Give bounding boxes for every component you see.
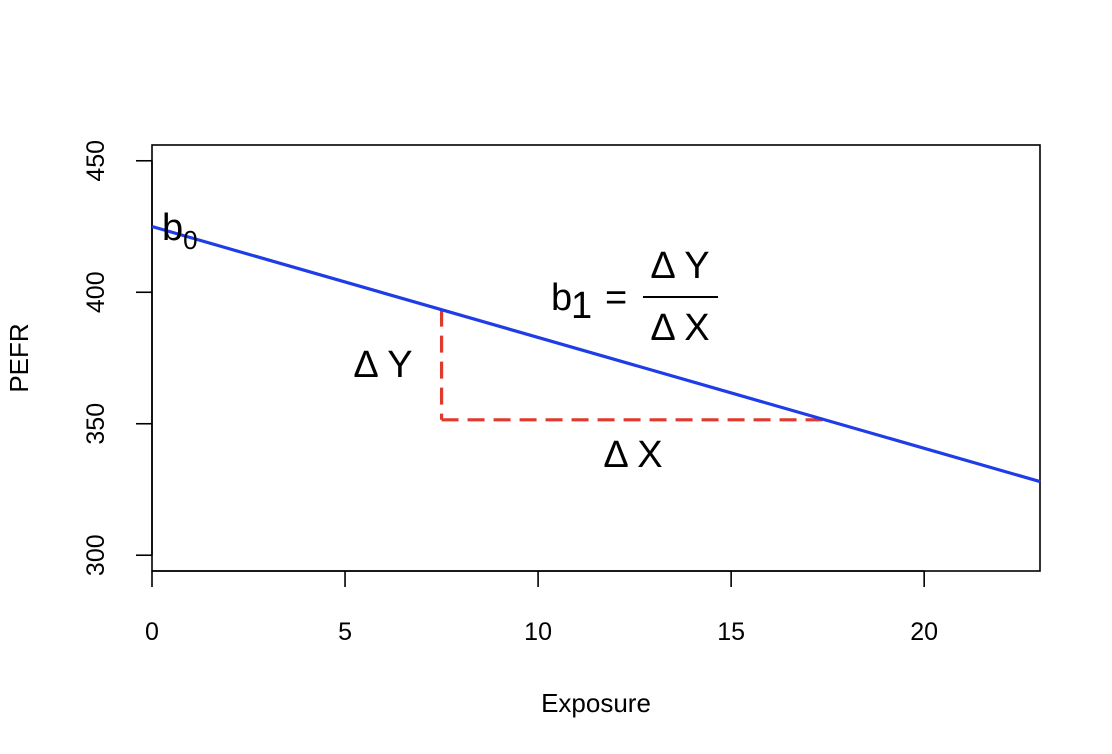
x-tick-label: 0 [145,618,159,646]
y-tick-label: 450 [82,140,110,182]
y-tick-label: 350 [82,403,110,445]
x-tick-label: 15 [717,618,745,646]
slope-equals: = [605,277,627,319]
slope-label-base: b [551,277,572,319]
slope-denominator: Δ X [650,307,709,349]
intercept-label-base: b [162,207,183,249]
x-axis-title: Exposure [541,688,651,718]
y-axis-title: PEFR [4,323,34,392]
y-tick-label: 400 [82,271,110,313]
x-tick-label: 20 [910,618,938,646]
delta-y-label: Δ Y [353,344,412,386]
y-tick-label: 300 [82,534,110,576]
intercept-label-sub: 0 [183,225,197,255]
delta-x-label: Δ X [603,434,662,476]
plot-frame [151,144,1041,572]
x-tick-label: 5 [338,618,352,646]
slope-numerator: Δ Y [650,245,709,287]
regression-line [151,224,1041,484]
y-axis: 300 350 400 450 [82,140,153,576]
series-layer [151,224,1041,484]
x-tick-label: 10 [524,618,552,646]
intercept-label: b0 [162,207,198,255]
slope-label-sub: 1 [571,285,592,327]
x-axis: 0 5 10 15 20 [145,570,938,646]
